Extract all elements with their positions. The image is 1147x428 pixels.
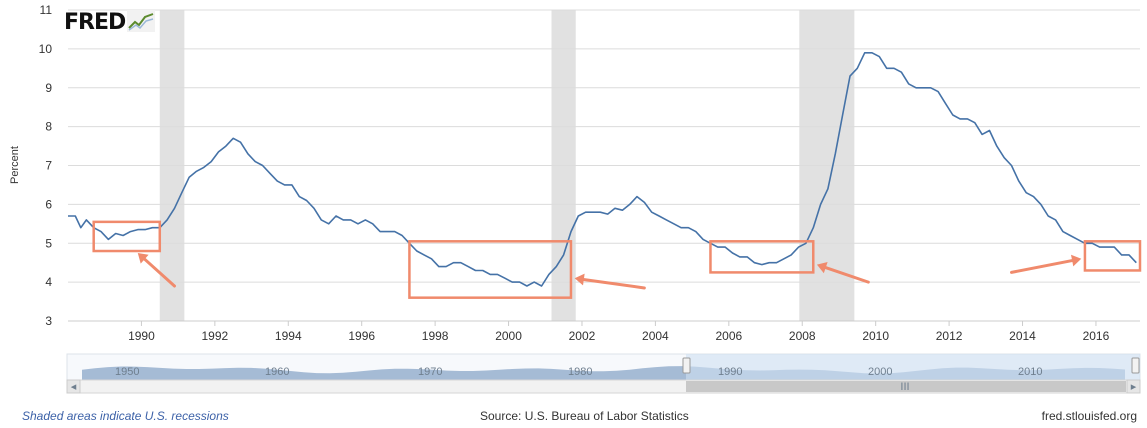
logo-text: FRED <box>64 10 126 35</box>
navigator-label: 2000 <box>868 366 892 378</box>
navigator-selection[interactable] <box>686 354 1140 380</box>
highlight-annotations <box>92 220 1142 299</box>
x-tick-label: 2006 <box>715 329 742 343</box>
scrollbar-thumb[interactable] <box>686 381 1126 392</box>
y-tick-label: 8 <box>45 120 52 134</box>
y-tick-label: 7 <box>45 159 52 173</box>
x-tick-label: 2008 <box>789 329 816 343</box>
site-link[interactable]: fred.stlouisfed.org <box>1041 409 1137 423</box>
highlight-box-0 <box>92 220 162 253</box>
arrow-annotations <box>137 252 1082 290</box>
navigator-label: 1990 <box>718 366 742 378</box>
x-tick-labels: 1990 1992 1994 1996 1998 2000 2002 2004 2006 2008… <box>128 321 1110 343</box>
y-tick-label: 6 <box>45 197 52 211</box>
y-tick-label: 9 <box>45 81 52 95</box>
series-line-0 <box>68 51 1137 287</box>
scroll-right-icon: ▸ <box>1131 381 1137 393</box>
x-tick-label: 1990 <box>128 329 155 343</box>
arrow-3 <box>1010 254 1082 274</box>
scroll-left-icon: ◂ <box>71 381 77 393</box>
y-axis-label: Percent <box>9 146 21 184</box>
scroll-left-button[interactable] <box>66 379 81 394</box>
series-layer <box>68 51 1137 287</box>
y-tick-label: 4 <box>45 275 52 289</box>
x-tick-label: 2010 <box>862 329 889 343</box>
x-tick-label: 1998 <box>422 329 449 343</box>
highlight-box-1 <box>408 240 573 299</box>
highlight-box-2 <box>709 240 815 274</box>
navigator-label: 1950 <box>115 366 139 378</box>
arrow-0 <box>137 252 176 288</box>
highlight-box-3 <box>1083 240 1142 272</box>
arrow-2 <box>816 262 870 284</box>
range-navigator[interactable]: 1950 1960 1970 1980 1990 2000 2010 III ◂ ▸ <box>66 353 1141 394</box>
y-tick-label: 3 <box>45 314 52 328</box>
navigator-label: 1970 <box>418 366 442 378</box>
navigator-handle-0[interactable] <box>682 357 691 374</box>
navigator-label: 2010 <box>1018 366 1042 378</box>
y-tick-label: 11 <box>40 3 53 17</box>
navigator-handle-1[interactable] <box>1131 357 1140 374</box>
x-tick-label: 1992 <box>201 329 228 343</box>
x-tick-label: 2000 <box>495 329 522 343</box>
recession-note: Shaded areas indicate U.S. recessions <box>22 409 229 423</box>
navigator-label: 1960 <box>265 366 289 378</box>
scroll-right-button[interactable] <box>1126 379 1141 394</box>
line-graph-icon <box>127 9 156 37</box>
x-tick-label: 1996 <box>348 329 375 343</box>
x-tick-label: 2016 <box>1083 329 1110 343</box>
y-tick-label: 10 <box>39 42 53 56</box>
x-tick-label: 1994 <box>275 329 302 343</box>
scrollbar-grip[interactable]: III <box>900 381 909 393</box>
x-tick-label: 2014 <box>1009 329 1036 343</box>
y-tick-label: 5 <box>45 236 52 250</box>
x-tick-label: 2004 <box>642 329 669 343</box>
y-tick-labels: 3 4 5 6 7 8 9 10 11 <box>39 3 53 328</box>
x-tick-label: 2002 <box>569 329 596 343</box>
x-tick-label: 2012 <box>936 329 963 343</box>
navigator-label: 1980 <box>568 366 592 378</box>
grid-layer <box>68 9 1140 322</box>
fred-logo: FRED <box>64 9 156 37</box>
source-text: Source: U.S. Bureau of Labor Statistics <box>480 409 689 423</box>
arrow-1 <box>574 273 646 290</box>
